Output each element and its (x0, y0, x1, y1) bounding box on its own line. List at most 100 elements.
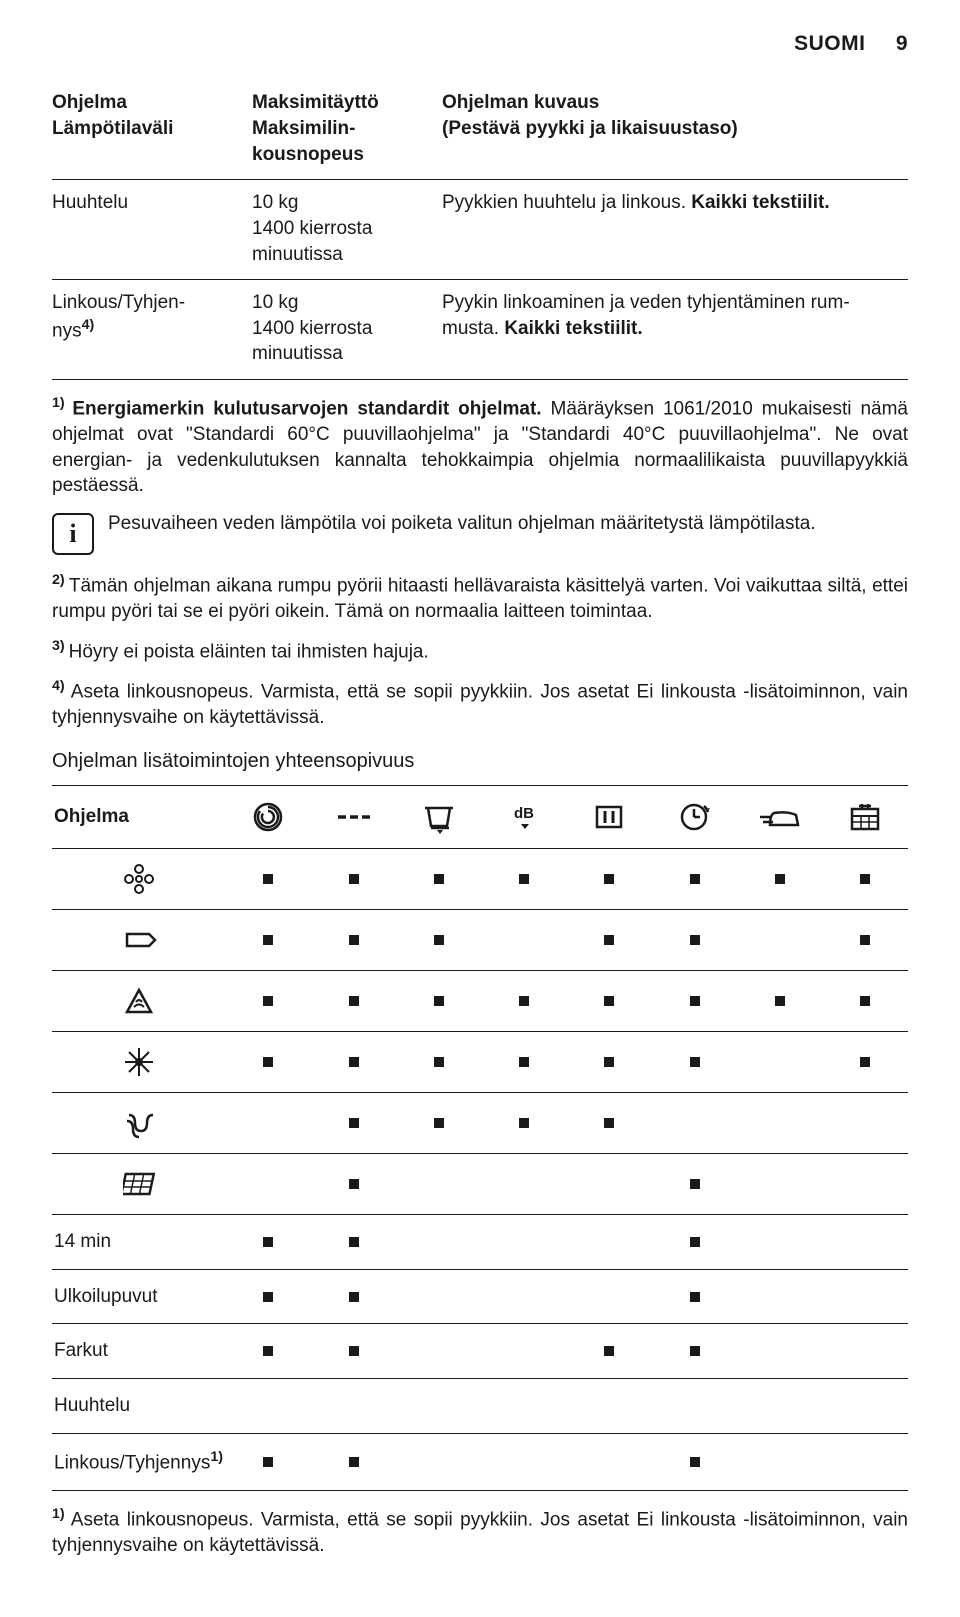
matrix-row-label (52, 1032, 226, 1093)
matrix-row-label (52, 849, 226, 910)
matrix-row-label (52, 910, 226, 971)
desc-r0-c2a: 10 kg (252, 190, 434, 216)
matrix-cell (226, 1324, 311, 1379)
compatibility-matrix: Ohjelma 14 minUlkoilupuvutFarkutHuuhtelu… (52, 785, 908, 1491)
matrix-cell (567, 1215, 652, 1270)
matrix-row-label (52, 1093, 226, 1154)
col-load-l2: Maksimilin- (252, 116, 434, 142)
matrix-cell (737, 1093, 822, 1154)
matrix-cell (737, 849, 822, 910)
matrix-cell (396, 1379, 481, 1434)
matrix-cell (652, 1215, 737, 1270)
note-1-sup: 1) (52, 395, 72, 411)
matrix-cell (481, 1032, 566, 1093)
desc-r1-c1-pre: Linkous/Tyhjen- (52, 292, 185, 313)
info-callout: i Pesuvaiheen veden lämpötila voi poiket… (52, 511, 908, 555)
note-3: 3) Höyry ei poista eläinten tai ihmisten… (52, 637, 908, 665)
matrix-cell (311, 1093, 396, 1154)
matrix-cell (652, 1379, 737, 1434)
matrix-cell (396, 1324, 481, 1379)
matrix-cell (737, 1379, 822, 1434)
desc-r1-c3-pre: Pyykin linkoaminen ja veden tyhjentämine… (442, 292, 850, 313)
matrix-cell (652, 1269, 737, 1324)
matrix-cell (311, 1324, 396, 1379)
calendar-icon (823, 786, 908, 849)
matrix-cell (823, 1269, 908, 1324)
matrix-cell (737, 1154, 822, 1215)
matrix-row: Farkut (52, 1324, 908, 1379)
note-3-text: Höyry ei poista eläinten tai ihmisten ha… (69, 641, 429, 662)
matrix-row (52, 849, 908, 910)
info-text: Pesuvaiheen veden lämpötila voi poiketa … (108, 511, 816, 537)
matrix-row-label: Huuhtelu (52, 1379, 226, 1434)
matrix-row-label (52, 1154, 226, 1215)
matrix-cell (481, 1215, 566, 1270)
matrix-cell (481, 1154, 566, 1215)
footnote-text: Aseta linkousnopeus. Varmista, että se s… (52, 1509, 908, 1556)
matrix-cell (311, 1379, 396, 1434)
matrix-cell (311, 1154, 396, 1215)
matrix-cell (481, 1269, 566, 1324)
matrix-cell (311, 1215, 396, 1270)
dashes-icon (311, 786, 396, 849)
matrix-row-label (52, 971, 226, 1032)
matrix-cell (396, 1215, 481, 1270)
matrix-cell (567, 1379, 652, 1434)
matrix-cell (823, 1324, 908, 1379)
matrix-cell (737, 1215, 822, 1270)
desc-r0-c3-pre: Pyykkien huuhtelu ja linkous. (442, 192, 691, 213)
matrix-cell (652, 849, 737, 910)
note-4: 4) Aseta linkousnopeus. Varmista, että s… (52, 677, 908, 731)
col-program-l2: Lämpötilaväli (52, 116, 244, 142)
matrix-row (52, 1032, 908, 1093)
desc-row: Huuhtelu 10 kg 1400 kierrosta minuutissa… (52, 180, 908, 280)
matrix-cell (481, 1324, 566, 1379)
desc-r1-c2b: 1400 kierrosta (252, 316, 434, 342)
matrix-footnote: 1) Aseta linkousnopeus. Varmista, että s… (52, 1505, 908, 1559)
matrix-cell (823, 1032, 908, 1093)
matrix-cell (567, 1154, 652, 1215)
footnote-sup: 1) (52, 1506, 71, 1522)
matrix-cell (567, 1093, 652, 1154)
matrix-cell (226, 849, 311, 910)
matrix-cell (226, 1215, 311, 1270)
matrix-cell (737, 1032, 822, 1093)
matrix-row-label: 14 min (52, 1215, 226, 1270)
matrix-cell (226, 1093, 311, 1154)
desc-r1-c2c: minuutissa (252, 341, 434, 367)
desc-r0-c3: Pyykkien huuhtelu ja linkous. Kaikki tek… (442, 180, 908, 280)
desc-r1-c1-sup: 4) (82, 317, 95, 333)
matrix-cell (737, 910, 822, 971)
matrix-cell (311, 849, 396, 910)
matrix-cell (226, 971, 311, 1032)
db-icon (481, 786, 566, 849)
matrix-row (52, 971, 908, 1032)
col-program: Ohjelma Lämpötilaväli (52, 80, 252, 179)
col-desc: Ohjelman kuvaus (Pestävä pyykki ja likai… (442, 80, 908, 179)
matrix-cell (823, 910, 908, 971)
matrix-cell (226, 1032, 311, 1093)
matrix-cell (567, 849, 652, 910)
matrix-row-label: Ulkoilupuvut (52, 1269, 226, 1324)
matrix-row: Huuhtelu (52, 1379, 908, 1434)
iron-icon (737, 786, 822, 849)
matrix-cell (481, 1093, 566, 1154)
matrix-row (52, 1093, 908, 1154)
matrix-cell (311, 1032, 396, 1093)
matrix-head-label: Ohjelma (52, 786, 226, 849)
desc-r0-c1: Huuhtelu (52, 180, 252, 280)
matrix-row (52, 1154, 908, 1215)
desc-r1-c3-bold: Kaikki tekstiilit. (504, 318, 642, 339)
desc-r0-c2: 10 kg 1400 kierrosta minuutissa (252, 180, 442, 280)
matrix-cell (823, 849, 908, 910)
note-2-text: Tämän ohjelman aikana rumpu pyörii hitaa… (52, 575, 908, 622)
col-desc-l2: (Pestävä pyykki ja likaisuustaso) (442, 116, 900, 142)
desc-r1-c2a: 10 kg (252, 290, 434, 316)
desc-r1-c3: Pyykin linkoaminen ja veden tyhjentämine… (442, 280, 908, 380)
spiral-icon (226, 786, 311, 849)
matrix-cell (311, 971, 396, 1032)
page-header: SUOMI 9 (52, 30, 908, 58)
matrix-cell (567, 1032, 652, 1093)
matrix-cell (567, 971, 652, 1032)
matrix-cell (823, 1093, 908, 1154)
